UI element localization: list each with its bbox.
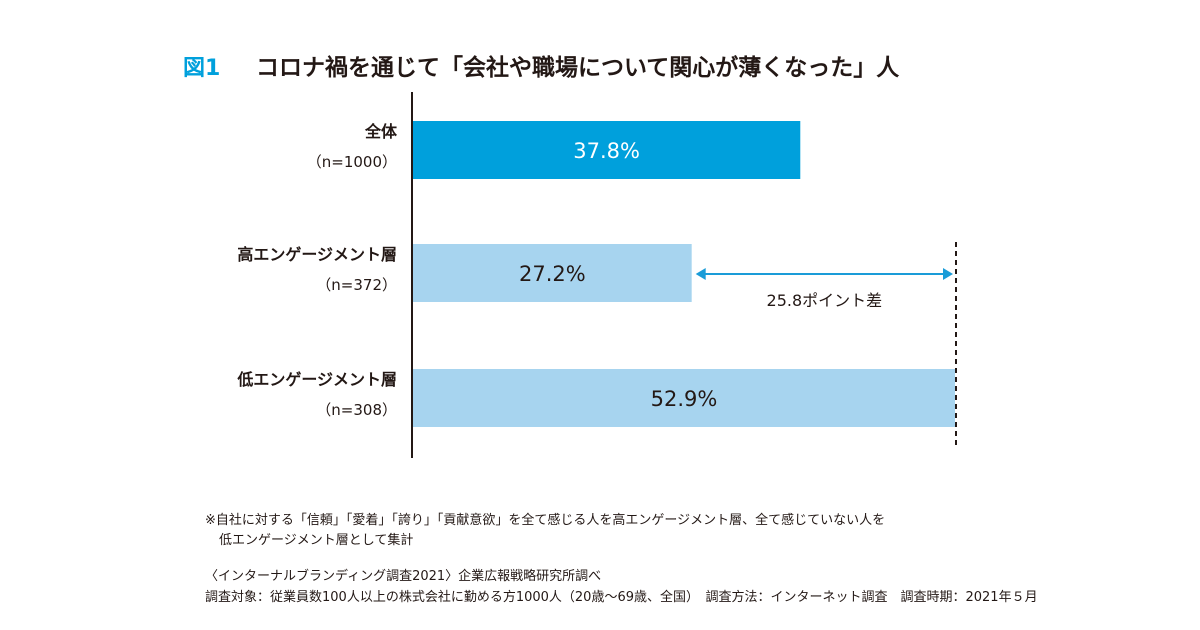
source-line-1: 〈インターナルブランディング調査2021〉企業広報戦略研究所調べ [205, 569, 602, 584]
sample-size-label: （n=1000） [307, 153, 397, 171]
bar-value-label: 37.8% [573, 139, 640, 163]
bar-value-label: 27.2% [519, 262, 586, 286]
chart-title: コロナ禍を通じて「会社や職場について関心が薄くなった」人 [256, 55, 900, 81]
arrowhead-left [695, 268, 706, 280]
footnote-line-2: 低エンゲージメント層として集計 [219, 533, 414, 548]
category-label: 高エンゲージメント層 [237, 245, 397, 264]
arrowhead-right [943, 268, 953, 280]
sample-size-label: （n=372） [316, 276, 397, 294]
source-line-2: 調査対象：従業員数100人以上の株式会社に勤める方1000人（20歳〜69歳、全… [205, 590, 1038, 605]
difference-annotation-label: 25.8ポイント差 [767, 291, 883, 310]
footnote: ※自社に対する「信頼」「愛着」「誇り」「貢献意欲」を全て感じる人を高エンゲージメ… [205, 511, 885, 551]
bar [413, 244, 692, 302]
source-note: 〈インターナルブランディング調査2021〉企業広報戦略研究所調べ 調査対象：従業… [205, 566, 1038, 608]
figure-label: 図1 [183, 56, 221, 81]
footnote-line-1: ※自社に対する「信頼」「愛着」「誇り」「貢献意欲」を全て感じる人を高エンゲージメ… [205, 513, 886, 528]
category-label: 全体 [364, 122, 398, 141]
bar [413, 121, 801, 179]
bar [413, 369, 955, 427]
bar-value-label: 52.9% [651, 387, 718, 411]
sample-size-label: （n=308） [316, 401, 397, 419]
category-label: 低エンゲージメント層 [236, 370, 397, 389]
